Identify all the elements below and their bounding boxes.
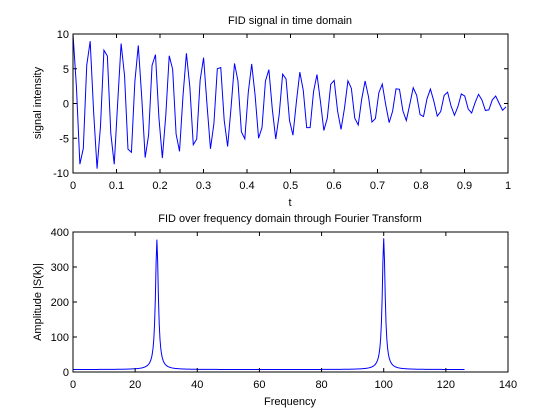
time-domain-xtick-label: 0.9	[457, 180, 472, 192]
time-domain-ytick-label: -10	[53, 168, 69, 180]
frequency-domain-xtick-label: 80	[315, 379, 327, 391]
fft-spectrum-line	[73, 238, 465, 370]
time-domain-xtick-label: 0.5	[283, 180, 298, 192]
frequency-domain-ytick-label: 200	[51, 297, 69, 309]
time-domain-ytick-label: -5	[59, 133, 69, 145]
frequency-domain-ytick-label: 400	[51, 227, 69, 239]
frequency-domain-ytick-label: 300	[51, 262, 69, 274]
frequency-domain-ytick-label: 0	[63, 367, 69, 379]
frequency-domain-subplot: FID over frequency domain through Fourie…	[32, 213, 517, 408]
time-domain-plot-area	[73, 34, 508, 173]
frequency-domain-xlabel: Frequency	[264, 396, 316, 408]
time-domain-xtick-label: 0.8	[413, 180, 428, 192]
frequency-domain-ytick-label: 100	[51, 332, 69, 344]
time-domain-title: FID signal in time domain	[228, 15, 352, 27]
time-domain-xlabel: t	[288, 197, 291, 209]
frequency-domain-plot-area	[73, 232, 508, 372]
frequency-domain-xtick-label: 100	[375, 379, 393, 391]
time-domain-xtick-label: 0	[70, 180, 76, 192]
frequency-domain-xtick-label: 120	[437, 379, 455, 391]
frequency-domain-xtick-label: 40	[191, 379, 203, 391]
time-domain-ylabel: signal intensity	[32, 66, 44, 139]
time-domain-ytick-label: 0	[63, 99, 69, 111]
frequency-domain-xtick-label: 140	[499, 379, 517, 391]
frequency-domain-title: FID over frequency domain through Fourie…	[158, 213, 422, 225]
frequency-domain-xtick-label: 0	[70, 379, 76, 391]
frequency-domain-xtick-label: 20	[129, 379, 141, 391]
time-domain-ytick-label: 5	[63, 64, 69, 76]
frequency-domain-ylabel: Amplitude |S(k)|	[32, 263, 44, 341]
time-domain-xtick-label: 0.2	[152, 180, 167, 192]
time-domain-xtick-label: 0.3	[196, 180, 211, 192]
time-domain-xtick-label: 0.1	[109, 180, 124, 192]
time-domain-xtick-label: 1	[505, 180, 511, 192]
time-domain-xtick-label: 0.7	[370, 180, 385, 192]
time-domain-subplot: FID signal in time domain 0 0.1 0.2 0.3 0.4 0…	[32, 15, 511, 209]
time-domain-ytick-label: 10	[57, 29, 69, 41]
frequency-domain-xtick-label: 60	[253, 379, 265, 391]
fid-signal-line	[72, 33, 507, 169]
time-domain-xtick-label: 0.4	[239, 180, 254, 192]
time-domain-xtick-label: 0.6	[326, 180, 341, 192]
